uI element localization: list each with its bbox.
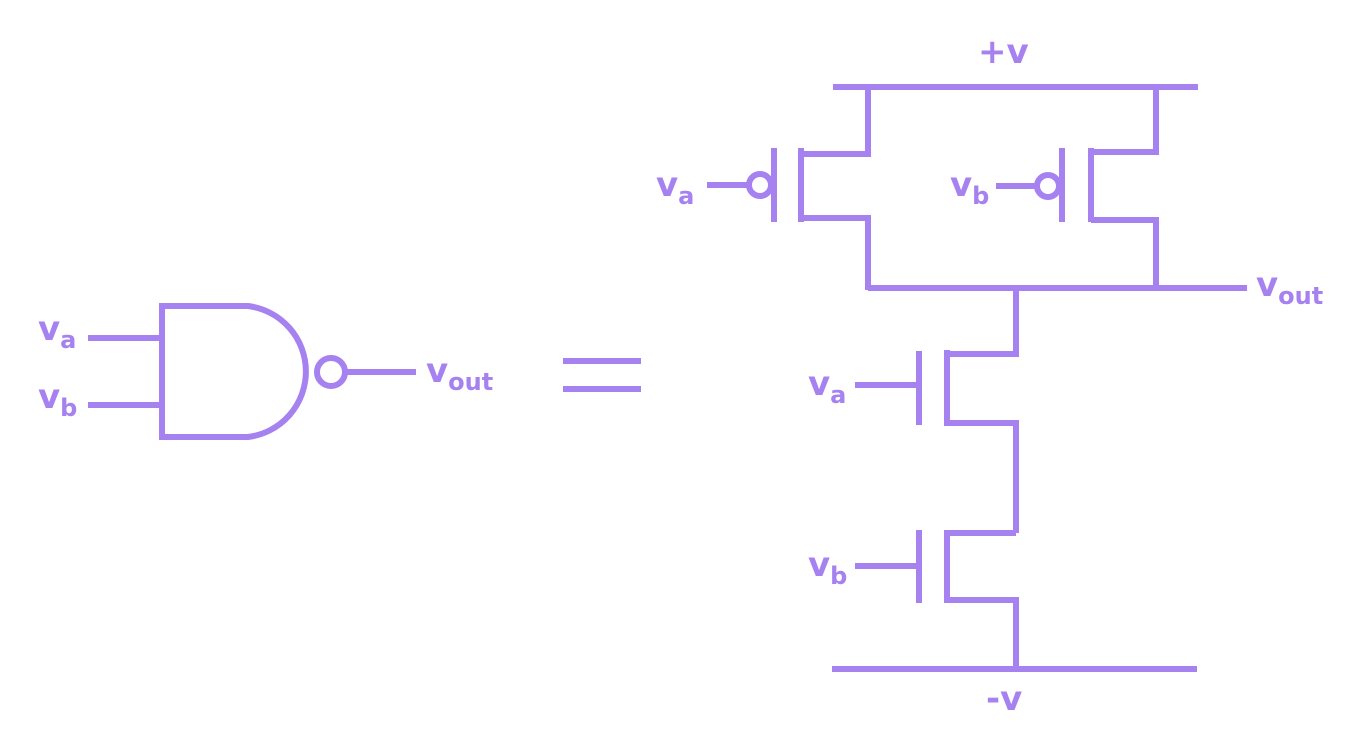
positive-supply-label: +v <box>978 32 1029 72</box>
negative-supply-label: -v <box>986 679 1022 719</box>
pmos-transistor-b: vb <box>950 87 1159 290</box>
pmos-a-drain-source-path <box>798 87 871 290</box>
nmos-transistor-a: va <box>808 288 1019 533</box>
gate-input-b-label: vb <box>38 377 77 422</box>
nand-gate-body <box>159 303 309 440</box>
gate-input-a-label: va <box>38 309 76 354</box>
pmos-b-input-label: vb <box>950 165 989 210</box>
nmos-b-drain-source-path <box>944 530 1019 669</box>
pmos-a-gate-bubble <box>746 171 774 199</box>
pmos-b-gate-bubble <box>1034 172 1062 200</box>
nmos-transistor-b: vb <box>808 530 1019 669</box>
inversion-bubble <box>314 355 348 389</box>
nmos-a-drain-source-path <box>944 288 1019 533</box>
nmos-a-input-label: va <box>808 364 846 409</box>
pmos-a-input-label: va <box>656 165 694 210</box>
pmos-b-drain-source-path <box>1088 87 1159 290</box>
pmos-transistor-a: va <box>656 87 871 290</box>
circuit-output-label: vout <box>1256 265 1323 310</box>
nand-gate-symbol: va vb vout <box>38 303 493 440</box>
cmos-circuit: +v -v va vb vout <box>656 32 1323 719</box>
nmos-b-input-label: vb <box>808 545 847 590</box>
gate-output-label: vout <box>426 351 493 396</box>
equals-sign <box>563 358 641 392</box>
